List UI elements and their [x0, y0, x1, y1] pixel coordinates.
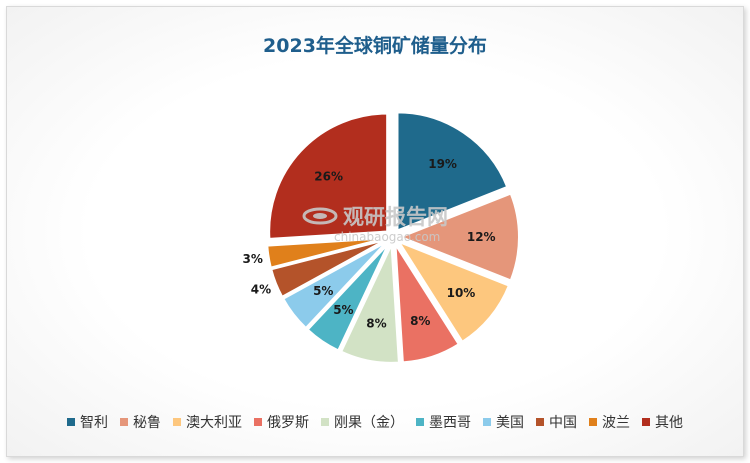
legend-swatch	[67, 418, 75, 426]
data-label-10: 26%	[314, 170, 343, 184]
pie-slice-10	[268, 112, 389, 240]
pie-slice-8	[270, 238, 387, 299]
pie-slice-6	[306, 242, 390, 352]
legend-item: 俄罗斯	[254, 412, 309, 432]
legend-label: 澳大利亚	[186, 415, 242, 431]
legend-label: 波兰	[602, 415, 630, 431]
legend-label: 俄罗斯	[267, 415, 309, 431]
legend-label: 墨西哥	[429, 415, 471, 431]
pie-slice-5	[339, 244, 400, 364]
legend-item: 秘鲁	[120, 412, 161, 432]
pie-chart: 观研报告网 chinabaogao.com 19% 12% 10% 8% 8% 5%5% 4…	[243, 111, 520, 364]
pie-slices	[266, 111, 520, 364]
data-label-6: 5%	[333, 303, 353, 317]
legend-item: 波兰	[589, 412, 630, 432]
pie-slice-3	[396, 240, 511, 344]
data-label-4: 8%	[410, 314, 430, 328]
pie-slice-2	[398, 192, 520, 282]
data-label-2: 12%	[467, 230, 496, 244]
legend-item: 澳大利亚	[173, 412, 242, 432]
legend-label: 刚果（金）	[334, 415, 404, 431]
legend-swatch	[416, 418, 424, 426]
legend-label: 其他	[655, 415, 683, 431]
legend-swatch	[589, 418, 597, 426]
data-label-8: 4%	[251, 282, 271, 296]
legend-swatch	[536, 418, 544, 426]
legend-swatch	[120, 418, 128, 426]
legend-item: 美国	[483, 412, 524, 432]
data-labels: 19% 12% 10% 8% 8% 5%5% 4% 3% 26%	[243, 157, 496, 331]
pie-slice-4	[394, 244, 461, 364]
legend-label: 秘鲁	[133, 415, 161, 431]
legend: 智利 秘鲁 澳大利亚 俄罗斯 刚果（金） 墨西哥 美国 中国 波兰 其他	[7, 412, 743, 432]
chart-card: 2023年全球铜矿储量分布 观研报告网 chinabaogao.com 19% 1…	[6, 6, 744, 457]
legend-swatch	[321, 418, 329, 426]
legend-swatch	[254, 418, 262, 426]
data-label-9: 3%	[243, 252, 263, 266]
pie-slice-1	[396, 111, 509, 232]
pie-slice-9	[266, 237, 386, 269]
legend-swatch	[642, 418, 650, 426]
data-label-5: 8%	[366, 317, 386, 331]
watermark-logo	[302, 207, 338, 225]
watermark: 观研报告网 chinabaogao.com	[302, 205, 448, 244]
legend-swatch	[173, 418, 181, 426]
chart-title: 2023年全球铜矿储量分布	[263, 35, 487, 57]
data-label-1: 19%	[428, 157, 457, 171]
legend-item: 刚果（金）	[321, 412, 404, 432]
watermark-url: chinabaogao.com	[334, 230, 440, 244]
legend-item: 智利	[67, 412, 108, 432]
data-label-3: 10%	[447, 286, 476, 300]
legend-item: 墨西哥	[416, 412, 471, 432]
legend-swatch	[483, 418, 491, 426]
legend-item: 中国	[536, 412, 577, 432]
legend-label: 中国	[549, 415, 577, 431]
data-label-7: 5%	[313, 284, 333, 298]
pie-slice-7	[281, 241, 388, 330]
watermark-brand: 观研报告网	[343, 205, 448, 229]
legend-item: 其他	[642, 412, 683, 432]
legend-label: 智利	[80, 415, 108, 431]
legend-label: 美国	[496, 415, 524, 431]
